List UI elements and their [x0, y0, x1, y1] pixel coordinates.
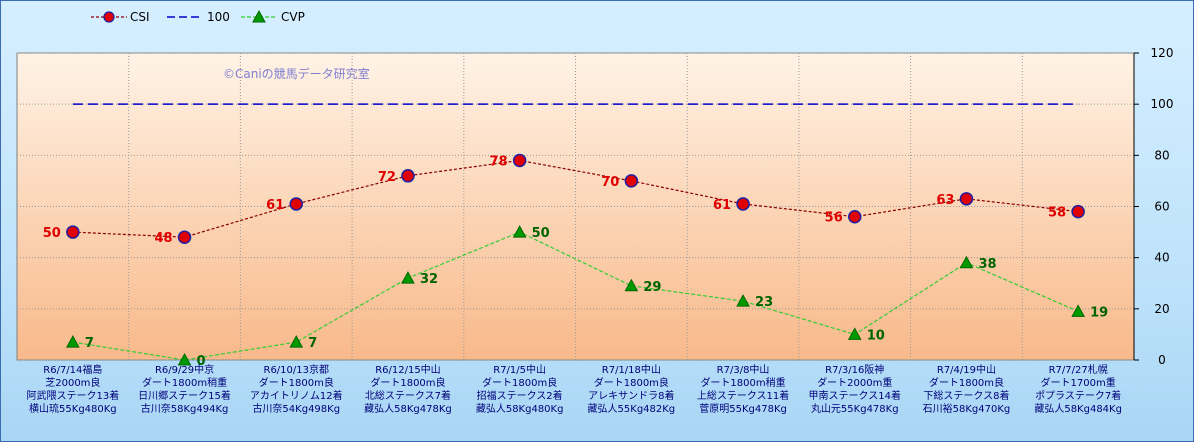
csi-point [177, 230, 192, 244]
cvp-point [177, 352, 192, 366]
cvp-data-label: 38 [978, 257, 996, 272]
cvp-point [736, 294, 750, 307]
csi-data-label: 58 [1048, 206, 1066, 221]
csi-data-label: 48 [154, 231, 172, 246]
legend-100-label: 100 [207, 10, 230, 24]
csi-point [959, 192, 974, 206]
cvp-data-label: 32 [420, 272, 438, 287]
csi-data-label: 63 [936, 193, 954, 208]
csi-data-label: 61 [713, 198, 731, 213]
series-csi-line [72, 159, 1079, 238]
x-category-label: R7/4/19中山ダート1800m良下総ステークス8着石川裕58Kg470Kg [923, 363, 1011, 415]
csi-point [66, 225, 80, 239]
series-layer [66, 103, 1085, 366]
csi-data-label: 56 [825, 211, 843, 226]
x-category-label: R7/7/27札幌ダート1700m重ポプラステーク7着藏弘人58Kg484Kg [1034, 363, 1122, 415]
cvp-point [624, 278, 639, 292]
csi-point [848, 209, 862, 224]
x-category-label: R7/3/16阪神ダート2000m重甲南ステークス14着丸山元55Kg478Kg [809, 363, 901, 415]
y-tick-label: 20 [1154, 302, 1169, 316]
cvp-point [959, 255, 974, 269]
csi-point [624, 174, 639, 188]
csi-point [289, 197, 303, 211]
cvp-data-label: 50 [532, 226, 550, 241]
x-category-label: R7/3/8中山ダート1800m稍重上総ステークス11着菅原明55Kg478Kg [697, 363, 789, 415]
legend: CSI 100 CVP [91, 9, 305, 24]
cvp-point [289, 335, 304, 348]
cvp-data-label: 19 [1090, 305, 1108, 320]
csi-data-label: 61 [266, 198, 284, 213]
cvp-data-label: 7 [85, 336, 94, 351]
cvp-data-label: 7 [308, 336, 317, 351]
watermark-text: ©Caniの競馬データ研究室 [223, 66, 370, 81]
cvp-data-label: 0 [197, 354, 206, 369]
x-category-label: R6/12/15中山ダート1800m良北総ステークス7着藏弘人58Kg478Kg [364, 363, 452, 415]
x-category-label: R6/9/29中京ダート1800m稍重日川郷ステーク15着古川奈58Kg494K… [138, 363, 231, 415]
cvp-point [1071, 304, 1085, 317]
legend-cvp-label: CVP [281, 10, 305, 24]
legend-csi-label: CSI [130, 10, 150, 24]
csi-data-label: 50 [43, 226, 61, 241]
csi-point [512, 153, 527, 168]
csi-data-label: 72 [378, 170, 396, 185]
x-axis-categories: R6/7/14福島芝2000m良阿武隈ステーク13着横山琉55Kg480Kg R6… [26, 363, 1121, 415]
csi-data-label: 70 [601, 175, 619, 190]
cvp-data-label: 10 [867, 328, 885, 343]
x-category-label: R6/10/13京都ダート1800m良アカイトリノム12着古川奈54Kg498K… [250, 363, 343, 415]
y-tick-label: 0 [1158, 353, 1166, 367]
csi-point [1071, 204, 1085, 219]
y-axis: 0 20 40 60 80 100 120 [1133, 46, 1174, 367]
cvp-data-label: 23 [755, 295, 773, 310]
y-tick-label: 80 [1154, 148, 1169, 162]
cvp-data-label: 29 [643, 280, 661, 295]
series-cvp-line [72, 231, 1079, 361]
csi-point [736, 197, 750, 211]
y-tick-label: 100 [1151, 97, 1174, 111]
legend-cvp-marker [252, 9, 266, 23]
y-tick-label: 120 [1151, 46, 1174, 60]
x-category-label: R7/1/5中山ダート1800m良招福ステークス2着藏弘人58Kg480Kg [476, 363, 564, 415]
x-category-label: R6/7/14福島芝2000m良阿武隈ステーク13着横山琉55Kg480Kg [26, 363, 119, 415]
csi-data-label: 78 [490, 154, 508, 169]
cvp-point [512, 225, 527, 238]
y-tick-label: 40 [1154, 251, 1169, 265]
cvp-point [66, 335, 80, 348]
csi-point [401, 169, 415, 183]
cvp-point [401, 271, 415, 284]
legend-csi-marker [103, 11, 115, 23]
cvp-point [847, 327, 862, 340]
y-tick-label: 60 [1154, 200, 1169, 214]
x-category-label: R7/1/18中山ダート1800m良アレキサンドラ8着藏弘人55Kg482Kg [588, 363, 676, 415]
